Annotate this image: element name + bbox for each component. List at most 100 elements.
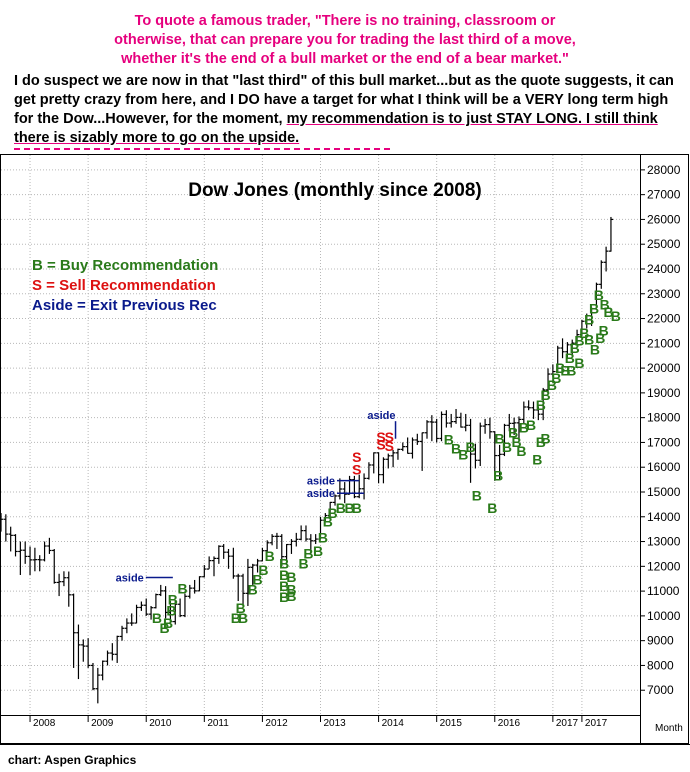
author-comment: I do suspect we are now in that "last th… — [14, 72, 684, 148]
ohlc-bar — [236, 573, 241, 602]
y-axis-panel — [640, 154, 689, 744]
ohlc-bar — [153, 593, 159, 609]
ohlc-bar — [206, 556, 212, 570]
quote-line: otherwise, that can prepare you for trad… — [114, 32, 576, 48]
legend-sell: S = Sell Recommendation — [32, 277, 216, 294]
ohlc-bar — [439, 411, 444, 442]
ohlc-bar — [347, 475, 352, 495]
ohlc-bar — [85, 638, 91, 668]
buy-marker: B — [352, 500, 362, 516]
y-tick-label: 16000 — [647, 460, 681, 474]
buy-marker: B — [298, 556, 308, 572]
y-tick-label: 10000 — [647, 609, 681, 623]
buy-marker: B — [584, 331, 594, 347]
ohlc-bar — [216, 545, 222, 564]
ohlc-bar — [32, 547, 38, 572]
ohlc-bar — [192, 579, 197, 594]
ohlc-bar — [337, 478, 343, 500]
ohlc-bar — [599, 260, 604, 289]
ohlc-bar — [507, 413, 512, 432]
ohlc-bar — [318, 516, 323, 540]
ohlc-bar — [168, 601, 173, 624]
ohlc-bar — [18, 541, 23, 575]
legend: B = Buy Recommendation S = Sell Recommen… — [32, 257, 218, 314]
buy-marker: B — [303, 546, 313, 562]
highlight-dashed-underline — [14, 148, 390, 150]
y-tick-label: 28000 — [647, 163, 681, 177]
buy-marker: B — [286, 569, 296, 585]
legend-buy: B = Buy Recommendation — [32, 257, 218, 274]
ohlc-bar — [71, 593, 76, 668]
ohlc-bar — [37, 555, 42, 572]
comment-text: I do suspect we are now in that "last th… — [14, 73, 674, 127]
ohlc-bar — [231, 547, 236, 579]
ohlc-bar — [202, 565, 207, 578]
ohlc-bar — [487, 417, 493, 439]
ohlc-bar — [584, 313, 589, 329]
ohlc-bar — [13, 534, 18, 557]
ohlc-bar — [332, 494, 338, 506]
buy-marker: B — [594, 287, 604, 303]
ohlc-bar — [66, 571, 71, 607]
chart-frame: 7000 8000 9000 10000 11000 12000 13000 14000 150… — [0, 154, 689, 744]
ohlc-bar — [390, 449, 396, 468]
y-tick-label: 27000 — [647, 188, 681, 202]
sell-marker: S — [352, 461, 361, 477]
buy-marker: B — [555, 360, 565, 376]
y-tick-label: 13000 — [647, 535, 681, 549]
ohlc-bar — [221, 544, 226, 559]
sell-marker: S — [385, 438, 394, 454]
ohlc-bar — [361, 473, 367, 500]
buy-marker: B — [502, 439, 512, 455]
ohlc-bar — [110, 643, 115, 661]
ohlc-bar — [453, 408, 459, 424]
buy-marker: B — [495, 430, 505, 446]
ohlc-bar — [144, 598, 149, 616]
y-tick-label: 18000 — [647, 411, 681, 425]
buy-marker: B — [574, 333, 584, 349]
buy-marker: B — [565, 350, 575, 366]
buy-marker: B — [152, 610, 162, 626]
buy-marker: B — [532, 452, 542, 468]
y-tick-label: 15000 — [647, 485, 681, 499]
buy-marker: B — [519, 419, 529, 435]
y-tick-label: 22000 — [647, 312, 681, 326]
ohlc-bar — [371, 452, 376, 474]
buy-marker: B — [574, 355, 584, 371]
ohlc-bar — [23, 541, 28, 564]
ohlc-bar — [197, 576, 202, 592]
ohlc-bar — [594, 282, 599, 310]
buy-marker: B — [253, 572, 263, 588]
ohlc-bar — [603, 246, 609, 272]
buy-marker: B — [589, 300, 599, 316]
ohlc-bar — [405, 437, 410, 454]
ohlc-bar — [449, 413, 454, 428]
ohlc-bar — [61, 571, 67, 587]
ohlc-bar — [95, 667, 101, 704]
buy-marker: B — [258, 562, 268, 578]
ohlc-bar — [497, 444, 502, 480]
x-tick-label: 2014 — [382, 718, 405, 729]
ohlc-bar — [114, 635, 120, 663]
ohlc-bar — [366, 462, 372, 480]
y-tick-label: 23000 — [647, 287, 681, 301]
ohlc-bar — [521, 401, 527, 424]
ohlc-bar — [308, 534, 314, 554]
y-tick-label: 7000 — [647, 683, 674, 697]
buy-marker: B — [279, 567, 289, 583]
buy-marker: B — [168, 592, 178, 608]
ohlc-bar — [502, 423, 507, 457]
buy-marker: B — [472, 487, 482, 503]
ohlc-bar — [424, 420, 430, 439]
ohlc-bar — [3, 514, 9, 542]
ohlc-bar — [536, 406, 541, 421]
y-tick-label: 12000 — [647, 559, 681, 573]
ohlc-bar — [294, 532, 299, 547]
ohlc-bar — [163, 586, 168, 619]
x-tick-label: 2017 — [585, 718, 608, 729]
buy-marker: B — [328, 505, 338, 521]
ohlc-bar — [434, 418, 439, 443]
buy-marker: B — [160, 620, 170, 636]
ohlc-bar — [284, 543, 289, 566]
